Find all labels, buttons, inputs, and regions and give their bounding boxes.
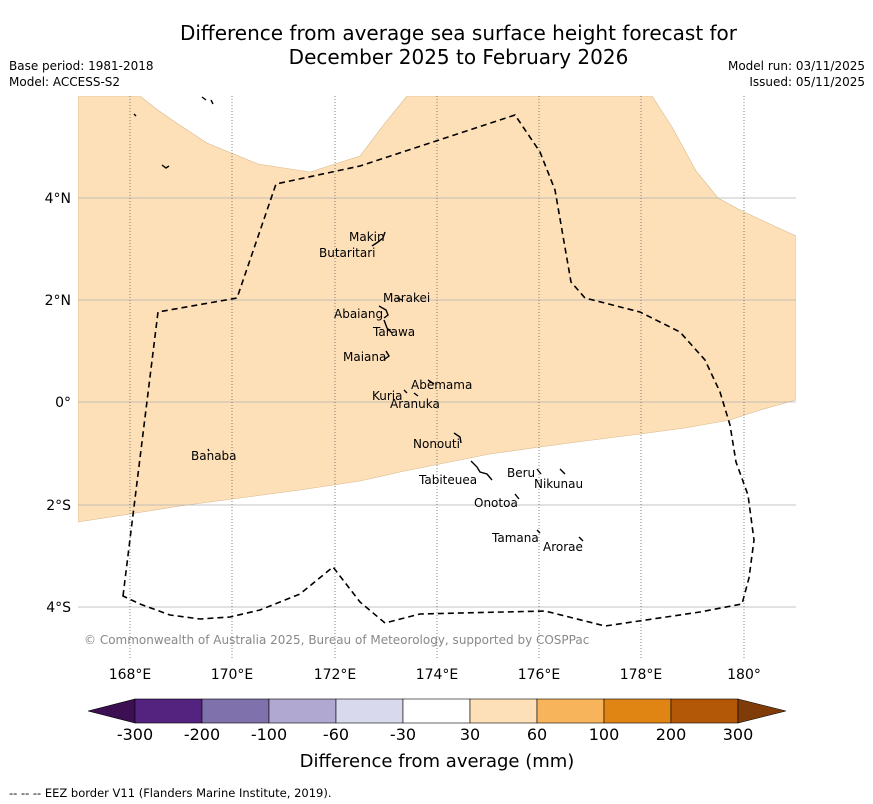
islands: [133, 96, 584, 542]
lat-label-4s: 4°S: [46, 600, 71, 616]
island-nonouti: [453, 432, 462, 444]
colorbar-cell-2: [201, 698, 270, 724]
cb-tick-neg300: -300: [117, 725, 153, 744]
colorbar-tick-labels: -300 -200 -100 -60 -30 30 60 100 200 300: [117, 725, 753, 744]
eez-border: [122, 114, 755, 627]
colorbar-cell-1: [134, 698, 203, 724]
island-tamana: [536, 529, 541, 534]
lat-label-2n: 2°N: [45, 293, 71, 309]
label-abaiang: Abaiang: [334, 307, 383, 321]
label-nonouti: Nonouti: [413, 437, 460, 451]
island-abaiang: [378, 305, 389, 319]
chart-title: Difference from average sea surface heig…: [0, 21, 873, 69]
colorbar-extend-high: [737, 698, 787, 724]
colorbar-cells: [134, 698, 739, 724]
label-tamana: Tamana: [491, 531, 539, 545]
lon-label-168e: 168°E: [109, 667, 152, 683]
colorbar-label: Difference from average (mm): [300, 751, 575, 772]
island-beru: [536, 468, 542, 475]
island-north-2: [161, 164, 170, 169]
map-area: Makin Butaritari Marakei Abaiang Tarawa …: [78, 96, 796, 658]
cb-tick-200: 200: [656, 725, 687, 744]
island-tabiteuea: [470, 460, 493, 481]
lat-label-4n: 4°N: [45, 191, 71, 207]
island-arorae: [578, 536, 584, 542]
colorbar-cell-5: [402, 698, 471, 724]
lon-label-180: 180°: [727, 667, 761, 683]
label-banaba: Banaba: [191, 449, 237, 463]
label-tarawa: Tarawa: [372, 325, 415, 339]
island-onotoa: [514, 493, 520, 500]
lon-tick-labels: 168°E 170°E 172°E 174°E 176°E 178°E 180°: [109, 667, 761, 683]
lon-label-174e: 174°E: [416, 667, 459, 683]
label-abemama: Abemama: [411, 378, 472, 392]
island-nikunau: [559, 468, 566, 475]
colorbar-cell-3: [268, 698, 337, 724]
label-aranuka: Aranuka: [390, 397, 440, 411]
cb-tick-neg100: -100: [251, 725, 287, 744]
island-maiana: [384, 350, 390, 360]
colorbar-extend-low: [87, 698, 136, 724]
cb-tick-30: 30: [460, 725, 480, 744]
label-kuria: Kuria: [372, 389, 403, 403]
island-north-1: [133, 113, 137, 117]
colorbar-cell-4: [335, 698, 404, 724]
lon-label-172e: 172°E: [314, 667, 357, 683]
island-abemama: [427, 379, 435, 385]
lat-label-2s: 2°S: [46, 498, 71, 514]
lat-tick-labels: 4°N 2°N 0° 2°S 4°S: [45, 191, 72, 616]
island-marakei: [396, 297, 403, 301]
lon-label-176e: 176°E: [518, 667, 561, 683]
lon-gridlines: [129, 96, 745, 658]
cb-tick-neg200: -200: [184, 725, 220, 744]
label-beru: Beru: [507, 466, 535, 480]
island-banaba: [207, 448, 210, 452]
model-run: Model run: 03/11/2025: [727, 59, 865, 73]
label-marakei: Marakei: [383, 291, 430, 305]
lon-label-170e: 170°E: [211, 667, 254, 683]
colorbar-cell-8: [603, 698, 672, 724]
lat-label-0: 0°: [55, 395, 71, 411]
lon-label-178e: 178°E: [620, 667, 663, 683]
place-labels: Makin Butaritari Marakei Abaiang Tarawa …: [191, 230, 583, 554]
title-line-1: Difference from average sea surface heig…: [179, 21, 738, 45]
island-kuria-aranuka: [403, 389, 419, 397]
island-tarawa: [383, 319, 393, 334]
issued-date: Issued: 05/11/2025: [749, 75, 865, 89]
eez-footnote: -- -- -- EEZ border V11 (Flanders Marine…: [9, 786, 332, 800]
island-north-3: [201, 96, 214, 105]
colorbar-cell-7: [536, 698, 605, 724]
cb-tick-neg30: -30: [390, 725, 416, 744]
label-onotoa: Onotoa: [474, 496, 518, 510]
cb-tick-300: 300: [723, 725, 754, 744]
cb-tick-100: 100: [589, 725, 620, 744]
label-makin: Makin: [349, 230, 385, 244]
island-makin-butaritari: [371, 231, 386, 247]
label-butaritari: Butaritari: [319, 246, 376, 260]
label-tabiteuea: Tabiteuea: [418, 473, 477, 487]
label-maiana: Maiana: [343, 350, 386, 364]
colorbar-cell-6: [469, 698, 538, 724]
label-arorae: Arorae: [543, 540, 583, 554]
cb-tick-neg60: -60: [323, 725, 349, 744]
colorbar-cell-9: [670, 698, 739, 724]
meta-left: Base period: 1981-2018 Model: ACCESS-S2: [9, 58, 154, 90]
copyright-text: © Commonwealth of Australia 2025, Bureau…: [84, 633, 589, 647]
model-name: Model: ACCESS-S2: [9, 75, 121, 89]
title-line-2: December 2025 to February 2026: [288, 45, 629, 69]
cb-tick-60: 60: [527, 725, 547, 744]
colorbar: -300 -200 -100 -60 -30 30 60 100 200 300…: [87, 698, 787, 772]
label-nikunau: Nikunau: [534, 477, 583, 491]
meta-right: Model run: 03/11/2025 Issued: 05/11/2025: [728, 58, 865, 90]
base-period: Base period: 1981-2018: [9, 59, 154, 73]
